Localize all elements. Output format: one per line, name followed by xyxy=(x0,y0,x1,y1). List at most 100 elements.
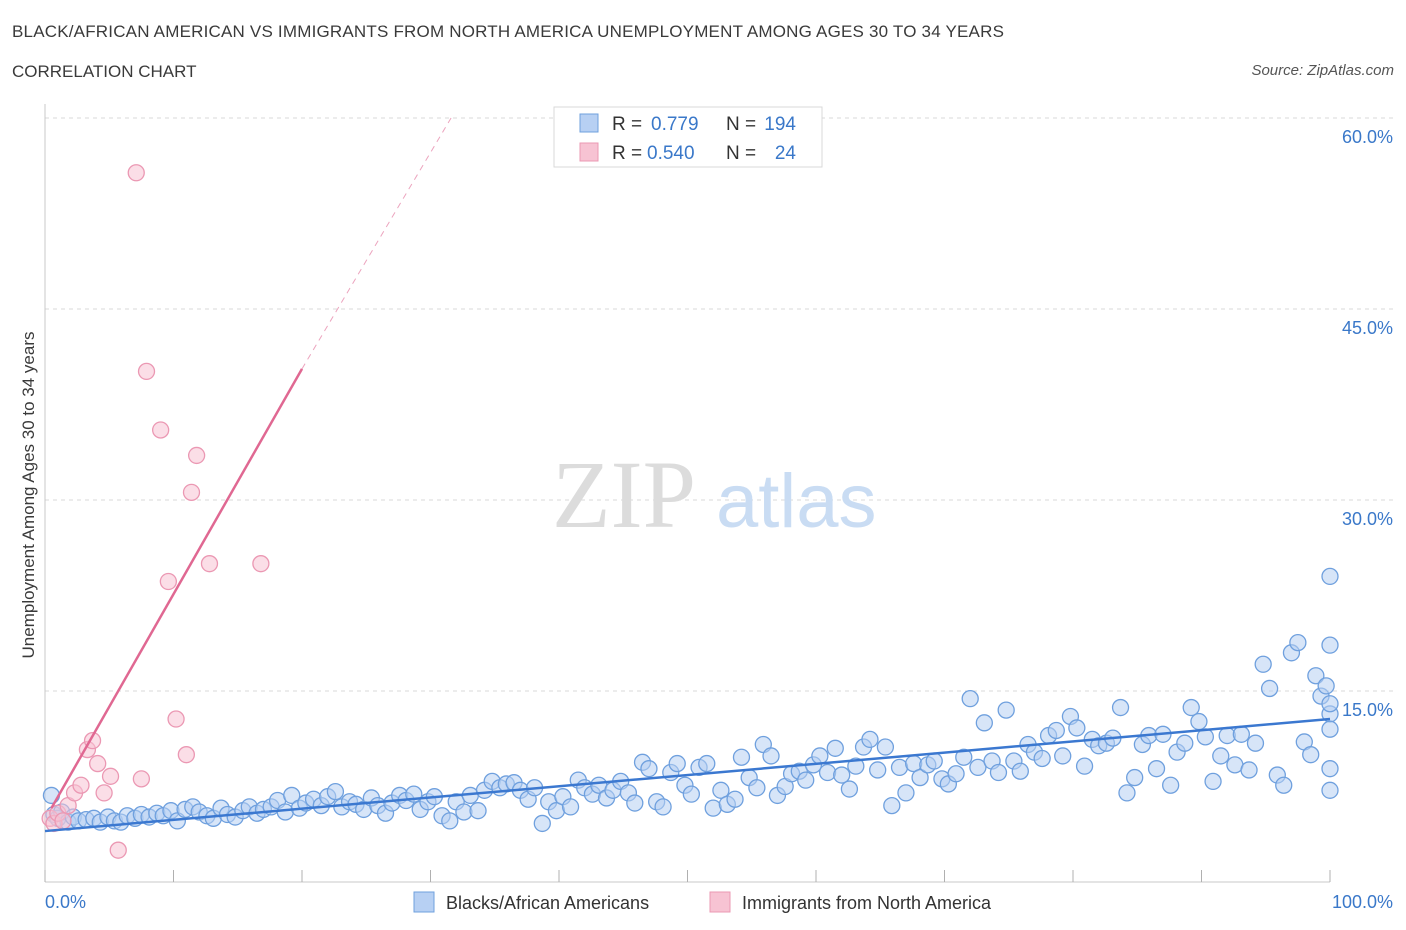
data-point xyxy=(1147,760,1166,778)
y-axis-label: Unemployment Among Ages 30 to 34 years xyxy=(19,332,38,659)
stats-pink-r-value: 0.540 xyxy=(647,143,695,164)
data-point xyxy=(826,739,844,757)
data-point xyxy=(1321,760,1339,778)
chart-subtitle: CORRELATION CHART xyxy=(12,62,197,81)
data-point xyxy=(1275,776,1293,794)
data-point xyxy=(101,767,120,785)
stats-blue-swatch xyxy=(579,113,599,133)
legend-blacks-swatch xyxy=(413,891,435,913)
data-point xyxy=(712,781,730,799)
data-point xyxy=(1260,679,1279,698)
data-point xyxy=(1302,746,1320,764)
data-point xyxy=(1111,698,1130,717)
stats-pink-n-label: N = xyxy=(726,143,756,164)
watermark-atlas: atlas xyxy=(716,459,877,544)
data-point xyxy=(1068,719,1086,737)
axes xyxy=(44,104,1331,883)
data-point xyxy=(1204,772,1222,791)
data-point xyxy=(989,763,1008,782)
data-point xyxy=(1190,712,1208,731)
watermark-zip: ZIP xyxy=(552,441,696,548)
trend-lines xyxy=(44,117,1331,833)
data-point xyxy=(969,758,987,777)
data-point xyxy=(441,812,459,830)
legend-immigrants-label: Immigrants from North America xyxy=(742,893,992,913)
legend: Blacks/African Americans Immigrants from… xyxy=(413,891,992,913)
data-point xyxy=(748,779,766,797)
series-blacks-points xyxy=(42,567,1339,833)
data-point xyxy=(961,689,979,708)
data-point xyxy=(626,794,644,812)
data-point xyxy=(818,763,837,782)
data-point xyxy=(1118,784,1136,802)
data-point xyxy=(1321,695,1339,713)
data-point xyxy=(1033,749,1051,768)
data-point xyxy=(1047,721,1065,740)
data-point xyxy=(561,798,580,816)
data-point xyxy=(42,786,61,805)
data-point xyxy=(326,782,345,801)
data-point xyxy=(911,768,929,787)
data-point xyxy=(811,747,829,765)
data-point xyxy=(1176,734,1194,752)
data-point xyxy=(925,752,943,770)
data-point xyxy=(704,799,722,817)
data-point xyxy=(276,803,294,821)
stats-blue-r-label: R = xyxy=(612,114,642,135)
data-point xyxy=(833,766,851,784)
data-point xyxy=(997,701,1015,719)
data-point xyxy=(1307,667,1325,685)
data-point xyxy=(726,790,744,808)
trend-line-extension xyxy=(301,117,452,370)
data-point xyxy=(159,572,178,591)
source-label: Source: ZipAtlas.com xyxy=(1251,62,1394,79)
data-point xyxy=(698,754,716,773)
data-point xyxy=(869,761,887,779)
grid-lines xyxy=(45,117,1395,692)
stats-box: R = 0.779 N = 194 R = 0.540 N = 24 xyxy=(553,106,823,168)
data-point xyxy=(187,446,206,465)
data-point xyxy=(182,483,201,502)
data-point xyxy=(54,812,72,830)
y-tick-label: 30.0% xyxy=(1342,509,1393,529)
legend-blacks-label: Blacks/African Americans xyxy=(446,893,649,913)
data-point xyxy=(1289,633,1307,652)
stats-blue-n-value: 194 xyxy=(764,114,796,135)
data-point xyxy=(95,784,113,802)
data-point xyxy=(640,760,658,778)
data-point xyxy=(1182,698,1200,717)
trend-line xyxy=(50,368,304,809)
data-point xyxy=(847,757,865,775)
stats-blue-n-label: N = xyxy=(726,114,756,135)
data-point xyxy=(1317,677,1335,695)
stats-pink-n-value: 24 xyxy=(775,143,797,164)
data-point xyxy=(947,765,965,783)
data-point xyxy=(876,738,895,756)
data-point xyxy=(897,784,915,802)
data-point xyxy=(797,771,815,789)
data-point xyxy=(1254,655,1272,673)
legend-immigrants-swatch xyxy=(709,891,731,913)
data-point xyxy=(975,714,993,732)
data-point xyxy=(1075,757,1094,775)
data-point xyxy=(132,770,151,788)
data-point xyxy=(72,776,90,794)
data-point xyxy=(1232,725,1250,743)
data-point xyxy=(167,710,185,728)
data-point xyxy=(137,362,156,381)
tick-labels: 15.0% 30.0% 45.0% 60.0% 0.0% 100.0% xyxy=(45,127,1393,912)
data-point xyxy=(1054,747,1072,765)
data-point xyxy=(89,754,107,773)
chart-title: BLACK/AFRICAN AMERICAN VS IMMIGRANTS FRO… xyxy=(12,22,1005,41)
data-point xyxy=(955,748,973,766)
x-tick-label: 0.0% xyxy=(45,892,86,912)
stats-pink-swatch xyxy=(579,142,599,162)
y-tick-label: 60.0% xyxy=(1342,127,1393,147)
data-point xyxy=(668,754,686,773)
y-tick-label: 45.0% xyxy=(1342,318,1393,338)
data-point xyxy=(1321,567,1339,586)
data-point xyxy=(654,798,672,816)
data-point xyxy=(469,802,487,820)
data-point xyxy=(109,841,127,859)
